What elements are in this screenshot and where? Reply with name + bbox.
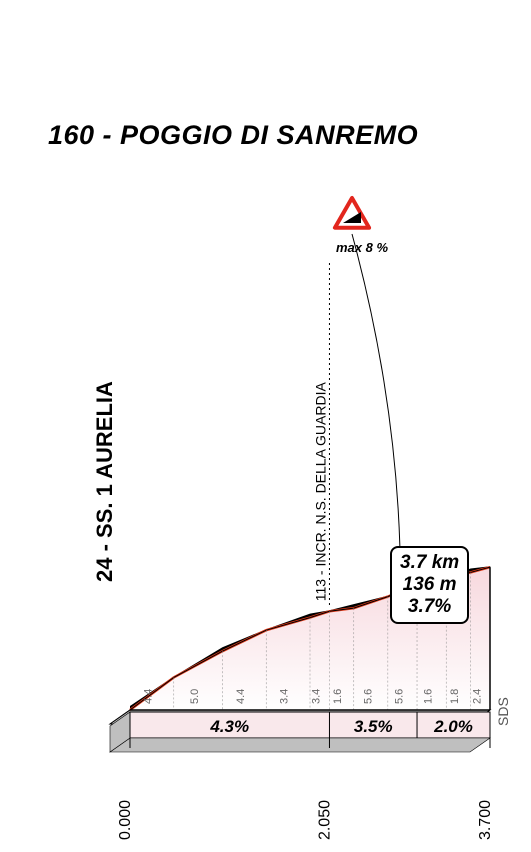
mid-point-label: 113 - INCR. N.S. DELLA GUARDIA (312, 381, 328, 601)
segment-gradient-label: 4.4 (142, 689, 154, 704)
sds-label: SDS (495, 697, 511, 726)
segment-gradient-label: 2.4 (471, 689, 483, 704)
segment-gradient-label: 4.4 (235, 689, 247, 704)
km-label: 2.050 (316, 800, 333, 840)
warning-triangle-icon (335, 198, 369, 228)
sector-label: 4.3% (209, 717, 249, 736)
segment-gradient-label: 1.8 (449, 689, 461, 704)
sector-label: 3.5% (354, 717, 393, 736)
stats-distance: 3.7 km (400, 552, 459, 574)
max-gradient-leader (352, 234, 400, 585)
segment-gradient-label: 5.6 (393, 689, 405, 704)
segment-gradient-label: 3.4 (311, 689, 323, 704)
sector-band-3d (110, 738, 490, 752)
segment-gradient-label: 1.6 (332, 689, 344, 704)
segment-gradient-label: 5.6 (362, 689, 374, 704)
sector-label: 2.0% (433, 717, 473, 736)
segment-gradient-label: 3.4 (279, 689, 291, 704)
climb-title: 160 - POGGIO DI SANREMO (48, 120, 418, 151)
climb-stats-box: 3.7 km 136 m 3.7% (390, 546, 469, 624)
segment-gradient-label: 5.0 (189, 689, 201, 704)
max-gradient-label: max 8 % (336, 240, 388, 255)
segment-gradient-label: 1.6 (423, 689, 435, 704)
km-label: 0.000 (117, 800, 134, 840)
stats-elev-gain: 136 m (400, 574, 459, 596)
km-label: 3.700 (477, 800, 494, 840)
stats-avg-gradient: 3.7% (400, 596, 459, 618)
start-point-label: 24 - SS. 1 AURELIA (92, 381, 117, 582)
